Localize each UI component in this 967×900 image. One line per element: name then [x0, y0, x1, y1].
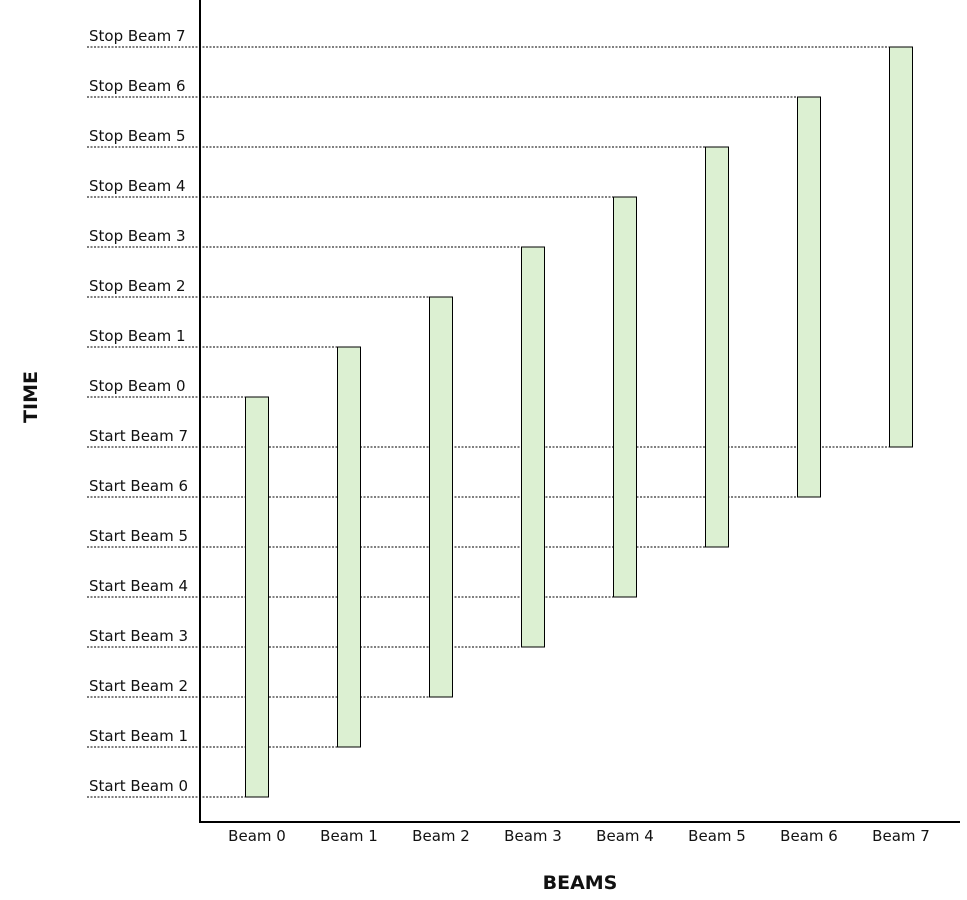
bar	[337, 346, 361, 748]
x-tick-label: Beam 6	[780, 827, 838, 845]
y-tick-label: Start Beam 2	[89, 677, 188, 695]
x-tick-label: Beam 7	[872, 827, 930, 845]
bar	[613, 196, 637, 598]
x-tick-label: Beam 5	[688, 827, 746, 845]
bar	[797, 96, 821, 498]
x-tick-label: Beam 0	[228, 827, 286, 845]
y-tick-label: Start Beam 7	[89, 427, 188, 445]
y-axis-title: TIME	[20, 371, 42, 423]
bar	[889, 46, 913, 448]
y-tick-label: Start Beam 4	[89, 577, 188, 595]
y-tick-label: Stop Beam 0	[89, 377, 186, 395]
y-tick-label: Stop Beam 4	[89, 177, 186, 195]
y-tick-label: Start Beam 1	[89, 727, 188, 745]
y-tick-label: Stop Beam 2	[89, 277, 186, 295]
x-tick-label: Beam 4	[596, 827, 654, 845]
bar	[245, 396, 269, 798]
y-tick-label: Stop Beam 1	[89, 327, 186, 345]
y-tick-label: Stop Beam 7	[89, 27, 186, 45]
x-axis-title: BEAMS	[543, 872, 618, 894]
y-tick-label: Start Beam 6	[89, 477, 188, 495]
x-tick-label: Beam 3	[504, 827, 562, 845]
bar	[521, 246, 545, 648]
y-tick-label: Stop Beam 6	[89, 77, 186, 95]
y-tick-label: Stop Beam 3	[89, 227, 186, 245]
y-tick-label: Start Beam 0	[89, 777, 188, 795]
y-tick-label: Stop Beam 5	[89, 127, 186, 145]
y-tick-label: Start Beam 3	[89, 627, 188, 645]
y-tick-label: Start Beam 5	[89, 527, 188, 545]
x-tick-label: Beam 1	[320, 827, 378, 845]
bar	[705, 146, 729, 548]
bar	[429, 296, 453, 698]
x-tick-label: Beam 2	[412, 827, 470, 845]
